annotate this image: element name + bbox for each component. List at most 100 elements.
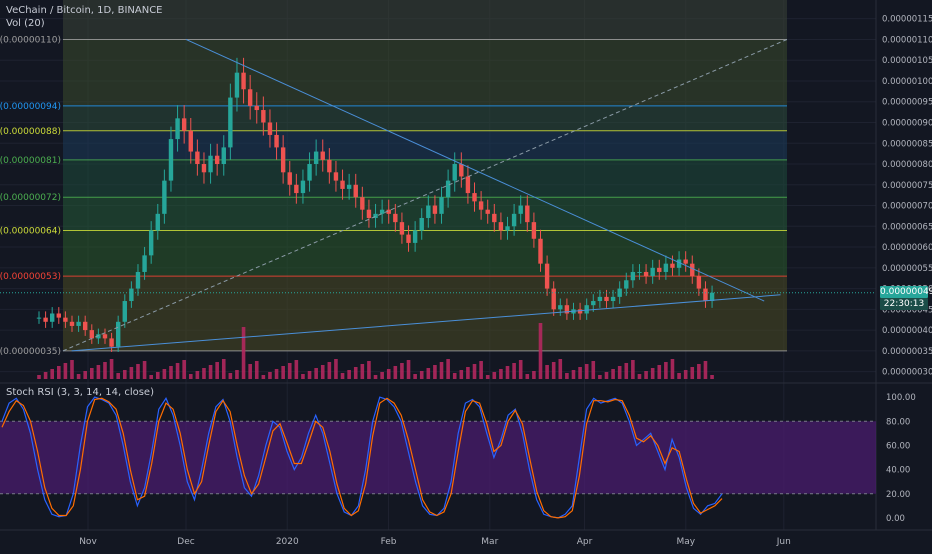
price-tick-label: 0.00000080 xyxy=(882,160,932,170)
candle-body xyxy=(624,280,629,289)
countdown-tag: 22:30:13 xyxy=(880,298,928,310)
fib-level-label: 0.382(0.00000064) xyxy=(0,226,61,236)
volume-bar xyxy=(254,361,259,379)
candle-body xyxy=(439,197,444,214)
volume-bar xyxy=(43,372,48,379)
stoch-rsi-label: Stoch RSI (3, 3, 14, 14, close) xyxy=(6,387,154,398)
volume-bar xyxy=(584,364,589,379)
candle-body xyxy=(327,159,332,173)
volume-bar xyxy=(611,369,615,379)
candle-body xyxy=(188,130,193,152)
volume-bar xyxy=(426,368,431,379)
candle-body xyxy=(340,180,345,189)
candle-body xyxy=(432,205,438,214)
candle-body xyxy=(241,72,246,90)
volume-bar xyxy=(657,365,662,379)
candle-body xyxy=(591,301,596,306)
volume-bar xyxy=(525,374,530,379)
candle-body xyxy=(102,334,108,339)
volume-bar xyxy=(505,366,510,379)
candle-body xyxy=(637,271,642,273)
time-tick-label: 2020 xyxy=(276,537,299,547)
price-tick-label: 0.00000105 xyxy=(882,56,932,66)
stoch-series-d xyxy=(1,397,723,519)
candle-body xyxy=(617,288,622,297)
volume-bar xyxy=(578,367,582,379)
volume-bar xyxy=(433,365,437,379)
candle-body xyxy=(373,213,378,218)
fib-level-label: 0(0.00000035) xyxy=(0,347,61,357)
candle-body xyxy=(465,176,471,194)
candle-body xyxy=(221,147,226,165)
volume-bar xyxy=(320,365,325,379)
candle-body xyxy=(214,155,220,165)
price-tick-label: 0.00000095 xyxy=(882,98,932,108)
volume-bar xyxy=(353,367,358,379)
volume-bar xyxy=(188,374,193,379)
candle-body xyxy=(511,213,517,227)
price-tick-label: 0.00000055 xyxy=(882,264,932,274)
candle-body xyxy=(346,184,352,189)
candle-body xyxy=(43,317,48,322)
volume-bar xyxy=(697,364,701,379)
volume-bar xyxy=(129,367,134,379)
price-tick-label: 0.00000035 xyxy=(882,347,932,357)
candle-body xyxy=(181,118,187,131)
volume-bar xyxy=(393,366,398,379)
candle-body xyxy=(353,184,358,198)
symbol-title: VeChain / Bitcoin, 1D, BINANCE xyxy=(6,5,163,16)
time-tick-label: Feb xyxy=(381,537,397,547)
price-tick-label: 0.00000115 xyxy=(882,15,932,25)
candle-body xyxy=(89,330,94,339)
candle-body xyxy=(320,151,325,160)
volume-bar xyxy=(677,373,681,379)
volume-bar xyxy=(479,361,483,379)
candle-body xyxy=(76,321,81,326)
volume-bar xyxy=(327,362,332,379)
volume-bar xyxy=(195,371,200,379)
fib-zone-top xyxy=(63,0,787,40)
candle-body xyxy=(643,271,649,277)
volume-bar xyxy=(624,363,629,379)
volume-bar xyxy=(617,366,622,379)
candle-body xyxy=(650,267,655,277)
volume-bar xyxy=(492,372,497,379)
candle-body xyxy=(498,222,504,231)
fib-level-label: 0.702(0.00000088) xyxy=(0,127,61,137)
candle-body xyxy=(531,222,537,239)
stoch-series-k xyxy=(1,396,723,519)
volume-bar xyxy=(89,368,94,379)
volume-bar xyxy=(545,365,549,379)
volume-bar xyxy=(446,359,450,379)
fib-level-label: 0.236(0.00000053) xyxy=(0,272,61,282)
volume-bar xyxy=(466,367,470,379)
volume-bar xyxy=(175,363,180,379)
stoch-tick-label: 60.00 xyxy=(886,441,910,451)
volume-bar xyxy=(235,370,239,379)
volume-bar xyxy=(169,366,173,379)
volume-bar xyxy=(215,362,219,379)
fib-level-label: 0.618(0.00000081) xyxy=(0,156,61,166)
candle-body xyxy=(267,122,273,135)
candle-body xyxy=(472,193,477,202)
candle-body xyxy=(56,313,61,318)
volume-bar xyxy=(122,370,127,379)
volume-bar xyxy=(241,327,246,379)
candle-body xyxy=(445,180,451,198)
volume-bar xyxy=(116,373,120,379)
candle-body xyxy=(492,213,497,223)
candle-body xyxy=(406,234,411,243)
candle-body xyxy=(234,72,240,98)
volume-bar xyxy=(551,362,556,379)
candle-body xyxy=(703,288,708,302)
fib-zone xyxy=(63,197,787,231)
volume-bar xyxy=(63,363,68,379)
volume-bar xyxy=(571,370,576,379)
volume-bar xyxy=(703,361,708,379)
price-tick-label: 0.00000085 xyxy=(882,139,932,149)
candle-body xyxy=(287,172,292,185)
candle-body xyxy=(610,296,616,302)
candle-body xyxy=(630,271,636,281)
volume-bar xyxy=(413,374,417,379)
